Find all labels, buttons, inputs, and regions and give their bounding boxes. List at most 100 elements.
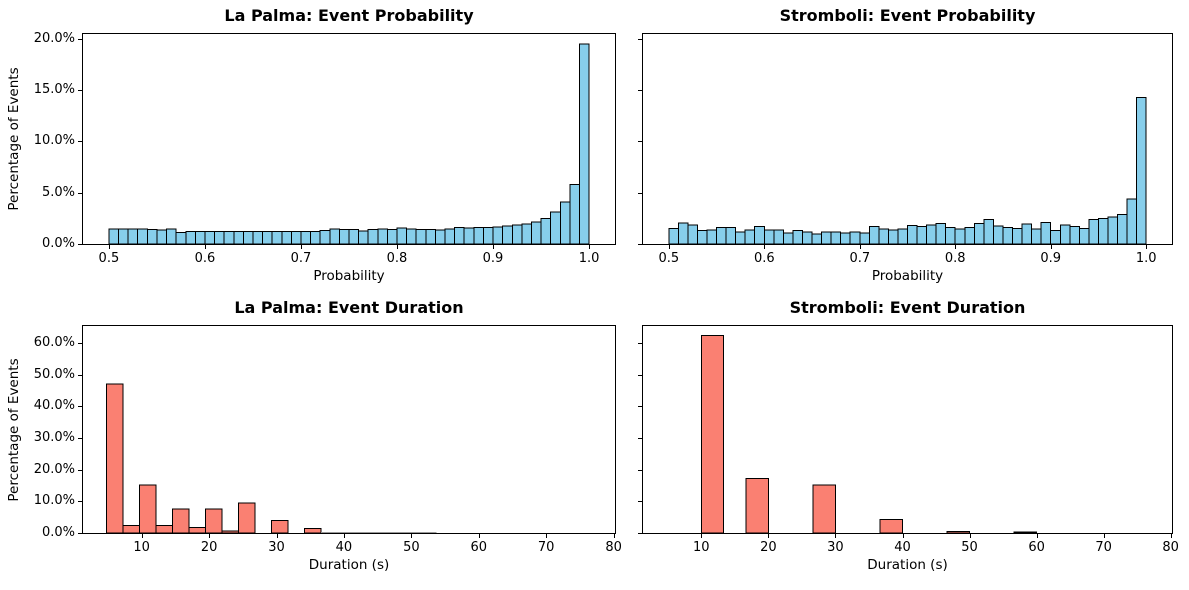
histogram-bar bbox=[530, 221, 542, 244]
histogram-bar bbox=[118, 228, 129, 244]
histogram-bar bbox=[454, 226, 465, 244]
y-tick-mark bbox=[78, 501, 82, 503]
histogram-bar bbox=[840, 232, 851, 244]
histogram-bar bbox=[578, 43, 590, 244]
y-tick-label: 0.0% bbox=[41, 236, 75, 251]
histogram-bar bbox=[137, 228, 148, 244]
x-tick-mark bbox=[493, 245, 494, 249]
histogram-bar bbox=[367, 229, 379, 244]
histogram-bar bbox=[1088, 218, 1099, 244]
y-tick-label: 50.0% bbox=[33, 366, 75, 382]
y-tick-label: 60.0% bbox=[33, 334, 75, 350]
y-tick-mark bbox=[638, 437, 642, 439]
histogram-bar bbox=[745, 477, 769, 533]
x-tick-label: 0.5 bbox=[98, 251, 120, 266]
x-tick-label: 0.7 bbox=[849, 251, 871, 266]
histogram-bar bbox=[716, 227, 727, 244]
x-tick-mark bbox=[478, 534, 480, 538]
plot-area-lapalma-duration bbox=[82, 325, 616, 534]
y-tick-label: 10.0% bbox=[33, 493, 75, 509]
histogram-bar bbox=[122, 524, 140, 533]
y-tick-mark bbox=[78, 38, 82, 40]
x-tick-label: 1.0 bbox=[1135, 251, 1157, 266]
x-tick-label: 0.8 bbox=[386, 251, 408, 266]
chart-title-stromboli-duration: Stromboli: Event Duration bbox=[789, 298, 1026, 317]
histogram-bars-layer bbox=[700, 335, 1038, 533]
histogram-bar bbox=[281, 230, 292, 244]
histogram-bar bbox=[194, 231, 206, 244]
histogram-bar bbox=[337, 532, 355, 533]
histogram-bar bbox=[812, 484, 836, 533]
x-tick-mark bbox=[343, 534, 345, 538]
x-tick-mark bbox=[108, 245, 110, 249]
histogram-bar bbox=[983, 218, 994, 244]
x-tick-label: 0.6 bbox=[194, 251, 216, 266]
histogram-bar bbox=[156, 229, 168, 244]
histogram-bar bbox=[677, 222, 689, 244]
histogram-bar bbox=[321, 532, 338, 533]
y-tick-label: 40.0% bbox=[33, 398, 75, 414]
x-tick-label: 10 bbox=[133, 540, 150, 555]
histogram-bar bbox=[706, 229, 718, 244]
x-tick-label: 0.8 bbox=[944, 251, 966, 266]
y-tick-mark bbox=[78, 192, 82, 194]
x-tick-label: 80 bbox=[605, 540, 622, 555]
x-tick-mark bbox=[902, 534, 904, 538]
y-tick-mark bbox=[638, 501, 642, 503]
y-tick-label: 15.0% bbox=[33, 82, 75, 97]
histogram-bar bbox=[1050, 230, 1061, 244]
x-tick-mark bbox=[859, 245, 861, 249]
histogram-bar bbox=[262, 230, 273, 244]
x-tick-mark bbox=[1146, 245, 1148, 249]
histogram-bars-layer bbox=[105, 383, 437, 533]
x-tick-mark bbox=[701, 534, 703, 538]
histogram-bar bbox=[386, 229, 398, 244]
x-tick-mark bbox=[411, 534, 413, 538]
histogram-bar bbox=[879, 519, 903, 533]
x-tick-label: 0.7 bbox=[290, 251, 312, 266]
histogram-bar bbox=[204, 508, 223, 533]
histogram-bar bbox=[521, 223, 532, 244]
y-tick-mark bbox=[638, 192, 642, 194]
histogram-bar bbox=[511, 224, 523, 244]
x-tick-label: 10 bbox=[693, 540, 710, 555]
y-tick-label: 20.0% bbox=[33, 461, 75, 477]
histogram-bar bbox=[1002, 227, 1014, 244]
histogram-bar bbox=[242, 231, 254, 244]
histogram-bar bbox=[696, 230, 708, 244]
x-tick-mark bbox=[969, 534, 971, 538]
histogram-bar bbox=[406, 228, 417, 244]
histogram-bar bbox=[348, 229, 360, 244]
x-tick-mark bbox=[1036, 534, 1038, 538]
x-tick-mark bbox=[276, 534, 278, 538]
histogram-bar bbox=[425, 228, 436, 244]
histogram-bar bbox=[473, 226, 484, 244]
histogram-bar bbox=[155, 524, 173, 533]
histogram-bar bbox=[1040, 221, 1052, 244]
histogram-bar bbox=[782, 232, 794, 244]
histogram-bar bbox=[868, 226, 880, 244]
histogram-bar bbox=[916, 226, 928, 244]
x-tick-mark bbox=[589, 245, 591, 249]
x-tick-label: 60 bbox=[470, 540, 488, 555]
histogram-bar bbox=[271, 230, 283, 244]
histogram-bar bbox=[849, 231, 861, 244]
histogram-bar bbox=[687, 224, 698, 244]
x-tick-label: 0.5 bbox=[658, 251, 680, 266]
histogram-bar bbox=[725, 227, 737, 244]
y-tick-label: 0.0% bbox=[41, 525, 75, 540]
histogram-bar bbox=[821, 231, 832, 244]
histogram-bar bbox=[1117, 214, 1128, 244]
histogram-bar bbox=[1012, 228, 1023, 244]
histogram-bar bbox=[223, 231, 235, 244]
x-axis-label-lapalma-duration: Duration (s) bbox=[308, 557, 390, 573]
x-tick-mark bbox=[835, 534, 837, 538]
x-tick-label: 0.9 bbox=[482, 251, 504, 266]
y-tick-mark bbox=[78, 469, 82, 471]
histogram-bar bbox=[1126, 198, 1138, 244]
x-tick-label: 40 bbox=[894, 540, 911, 555]
plot-area-lapalma-probability bbox=[82, 33, 616, 245]
histogram-bar bbox=[540, 217, 552, 244]
histogram-bar bbox=[463, 227, 475, 244]
chart-title-lapalma-duration: La Palma: Event Duration bbox=[234, 298, 464, 317]
